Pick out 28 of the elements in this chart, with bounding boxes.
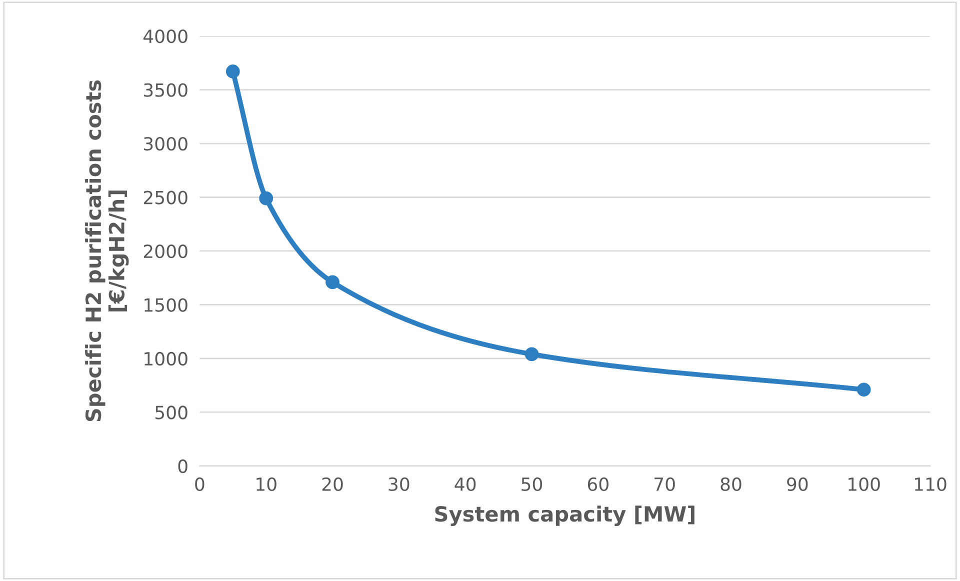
y-tick-label: 0 [178, 459, 188, 474]
x-tick-label: 30 [388, 477, 410, 492]
point [226, 64, 240, 78]
x-tick-label: 110 [914, 477, 946, 492]
x-tick-label: 80 [720, 477, 742, 492]
y-tick-label: 1000 [144, 352, 188, 366]
y-tick-label: 2500 [144, 190, 188, 204]
x-tick-label: 70 [654, 477, 675, 492]
point [856, 382, 871, 397]
y-tick-label: 3500 [144, 83, 188, 97]
x-tick-label: 10 [256, 477, 276, 492]
y-axis-title: Specific H2 purification costs [€/kgH2/h] [85, 80, 129, 422]
x-tick-label: 90 [787, 477, 808, 492]
y-tick-label: 2000 [144, 244, 188, 258]
x-axis-title: System capacity [MW] [435, 506, 694, 526]
y-tick-label: 500 [156, 406, 188, 420]
x-tick-label: 20 [322, 477, 343, 492]
point [259, 191, 274, 206]
x-tick-label: 100 [848, 477, 880, 492]
point [326, 275, 340, 290]
point [524, 347, 539, 362]
x-tick-label: 50 [522, 477, 542, 492]
y-tick-label: 4000 [144, 29, 188, 44]
y-tick-label: 1500 [144, 298, 188, 312]
x-tick-label: 60 [588, 477, 608, 492]
x-tick-label: 0 [195, 477, 204, 492]
x-tick-label: 40 [454, 477, 476, 492]
y-tick-label: 3000 [144, 136, 188, 151]
